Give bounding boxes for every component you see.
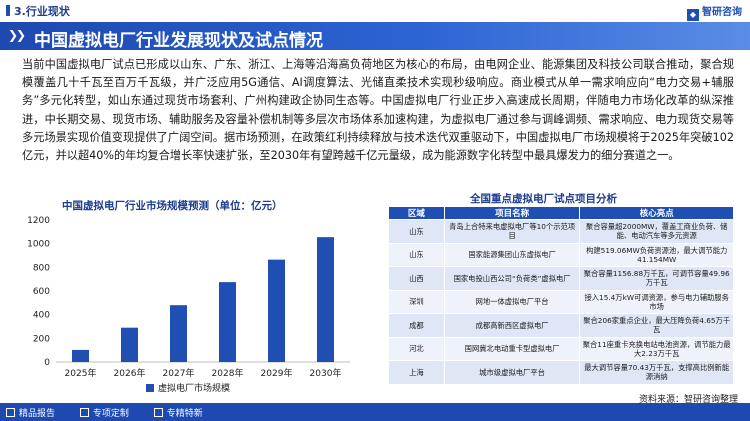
- x-tick-label: 2025年: [65, 367, 97, 379]
- cell-highlight: 构建519.06MW负荷资源池，最大调节能力41.154MW: [579, 242, 734, 267]
- market-size-chart: 0 200 400 600 800 1000 1200 2025年 2026年 2027年 2028…: [20, 212, 355, 384]
- cell-project: 成都高新西区虚拟电厂: [443, 313, 581, 338]
- table-row: 山东 国家能源集团山东虚拟电厂 构建519.06MW负荷资源池，最大调节能力41…: [388, 242, 734, 267]
- chart-svg: 0 200 400 600 800 1000 1200 2025年 2026年 2027年 2028…: [27, 216, 350, 379]
- cell-region: 山东: [388, 242, 445, 267]
- table-row: 河北 国网冀北电动重卡型虚拟电厂 聚合11座重卡充换电站电池资源，调节能力最大2…: [388, 336, 734, 361]
- x-tick-label: 2027年: [163, 367, 195, 379]
- legend-swatch: [146, 384, 154, 392]
- checkbox-icon: [79, 408, 89, 417]
- table-row: 山东 青岛上合特来电虚拟电厂等10个示范项目 聚合容量超2000MW，覆盖工商业…: [388, 219, 734, 244]
- cell-highlight: 聚合容量超2000MW，覆盖工商业负荷、储能、电动汽车等多元资源: [579, 219, 734, 244]
- footer-item-label: 专项定制: [92, 409, 129, 419]
- x-tick-label: 2026年: [114, 367, 146, 379]
- checkbox-icon: [6, 408, 15, 417]
- brand-logo: ◆ 智研咨询: [687, 3, 742, 21]
- cell-highlight: 最大调节容量70.43万千瓦，支撑高比例新能源消纳: [579, 360, 734, 385]
- x-tick-label: 2030年: [310, 367, 342, 379]
- cell-region: 上海: [388, 360, 445, 385]
- cell-project: 国网冀北电动重卡型虚拟电厂: [443, 336, 581, 361]
- footer-item-specialized[interactable]: 专精特新: [153, 408, 203, 419]
- bar: [317, 237, 334, 362]
- cell-project: 国家电投山西公司“负荷类”虚拟电厂: [443, 266, 581, 291]
- y-tick-label: 1200: [27, 216, 50, 226]
- x-tick-label: 2028年: [212, 367, 244, 379]
- cell-region: 河北: [388, 336, 445, 361]
- footer-item-custom[interactable]: 专项定制: [79, 408, 129, 419]
- cell-project: 国家能源集团山东虚拟电厂: [443, 242, 581, 267]
- table-header-row: 区域 项目名称 核心亮点: [388, 206, 734, 220]
- chart-title: 中国虚拟电厂行业市场规模预测（单位：亿元）: [62, 200, 283, 212]
- section-title: 3.行业现状: [6, 3, 70, 19]
- cell-project: 城市级虚拟电厂平台: [443, 360, 581, 385]
- y-tick-label: 800: [33, 263, 50, 273]
- cell-region: 深圳: [388, 289, 445, 314]
- checkbox-icon: [153, 408, 163, 417]
- cell-region: 山东: [388, 219, 445, 244]
- footer-item-label: 精品报告: [19, 409, 56, 419]
- top-bar: 3.行业现状 ◆ 智研咨询: [0, 0, 750, 22]
- section-marker: [6, 5, 10, 16]
- cell-highlight: 聚合206家重点企业，最大压降负荷4.65万千瓦: [579, 313, 734, 338]
- footer-items: 精品报告 专项定制 专精特新: [6, 406, 225, 419]
- cell-region: 成都: [388, 313, 445, 338]
- cell-project: 网地一体虚拟电厂平台: [443, 289, 581, 314]
- cell-highlight: 聚合11座重卡充换电站电池资源，调节能力最大2.23万千瓦: [579, 336, 734, 361]
- footer-bar: 精品报告 专项定制 专精特新: [0, 403, 750, 421]
- title-banner: ❯❯ 中国虚拟电厂行业发展现状及试点情况: [0, 22, 750, 51]
- page-title: 中国虚拟电厂行业发展现状及试点情况: [34, 31, 323, 51]
- bar: [219, 282, 236, 362]
- table-row: 山西 国家电投山西公司“负荷类”虚拟电厂 聚合容量1156.88万千瓦，可调节容…: [388, 266, 734, 291]
- y-tick-label: 0: [44, 358, 50, 368]
- legend-label: 虚拟电厂市场规模: [158, 384, 231, 394]
- brand-mark-icon: ◆: [687, 9, 699, 21]
- cell-highlight: 接入15.4万kW可调资源，参与电力辅助服务市场: [579, 289, 734, 314]
- chevron-double-icon: ❯❯: [8, 28, 26, 42]
- cell-project: 青岛上合特来电虚拟电厂等10个示范项目: [443, 219, 581, 244]
- x-tick-label: 2029年: [261, 367, 293, 379]
- footer-item-label: 专精特新: [166, 409, 203, 419]
- cell-region: 山西: [388, 266, 445, 291]
- section-title-text: 3.行业现状: [14, 5, 70, 18]
- source-note: 资料来源：智研咨询整理: [638, 395, 738, 405]
- table-row: 上海 城市级虚拟电厂平台 最大调节容量70.43万千瓦，支撑高比例新能源消纳: [388, 360, 734, 385]
- header-highlight: 核心亮点: [579, 206, 734, 220]
- bar: [268, 259, 285, 362]
- footer-item-reports[interactable]: 精品报告: [6, 408, 56, 419]
- table-row: 成都 成都高新西区虚拟电厂 聚合206家重点企业，最大压降负荷4.65万千瓦: [388, 313, 734, 338]
- brand-name: 智研咨询: [702, 7, 742, 18]
- table-title: 全国重点虚拟电厂试点项目分析: [470, 193, 617, 205]
- y-tick-label: 600: [33, 287, 50, 297]
- bar: [170, 305, 187, 362]
- y-tick-label: 400: [33, 311, 50, 321]
- bar: [72, 349, 89, 362]
- chart-legend: 虚拟电厂市场规模: [146, 381, 230, 394]
- y-tick-label: 1000: [27, 240, 50, 250]
- pilot-projects-table: 区域 项目名称 核心亮点 山东 青岛上合特来电虚拟电厂等10个示范项目 聚合容量…: [388, 206, 734, 385]
- header-project: 项目名称: [443, 206, 581, 220]
- header-region: 区域: [388, 206, 445, 220]
- table-row: 深圳 网地一体虚拟电厂平台 接入15.4万kW可调资源，参与电力辅助服务市场: [388, 289, 734, 314]
- y-tick-label: 200: [33, 334, 50, 344]
- cell-highlight: 聚合容量1156.88万千瓦，可调节容量49.96万千瓦: [579, 266, 734, 291]
- bar: [121, 327, 138, 362]
- intro-paragraph: 当前中国虚拟电厂试点已形成以山东、广东、浙江、上海等沿海高负荷地区为核心的布局，…: [22, 58, 734, 163]
